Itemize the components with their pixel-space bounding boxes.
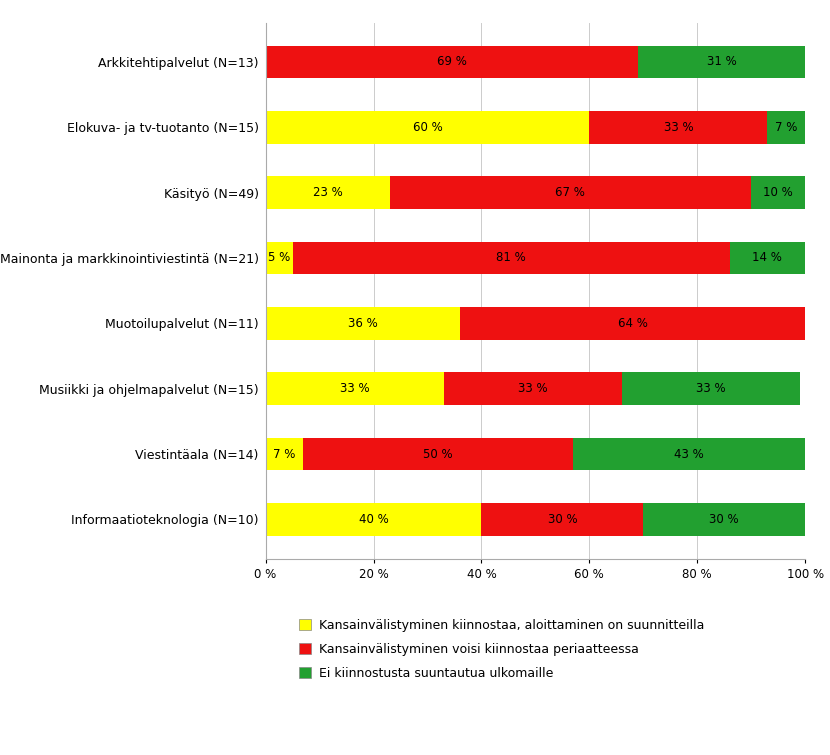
Text: 33 %: 33 % [339, 382, 369, 395]
Text: 33 %: 33 % [518, 382, 548, 395]
Bar [266, 372, 444, 405]
Bar [444, 372, 622, 405]
Bar [266, 176, 390, 209]
Bar [304, 438, 573, 470]
Text: 33 %: 33 % [663, 121, 693, 134]
Bar [574, 438, 805, 470]
Bar [643, 503, 805, 536]
Text: 64 %: 64 % [618, 317, 647, 330]
Bar [266, 307, 460, 340]
Bar [638, 45, 805, 79]
Text: 81 %: 81 % [496, 251, 526, 264]
Text: 30 %: 30 % [710, 513, 739, 526]
Bar [266, 45, 638, 79]
Bar [751, 176, 805, 209]
Bar [266, 438, 304, 470]
Text: 43 %: 43 % [674, 448, 704, 461]
Text: 23 %: 23 % [313, 186, 343, 199]
Bar [730, 242, 805, 274]
Text: 5 %: 5 % [268, 251, 290, 264]
Bar [768, 111, 805, 143]
Text: 36 %: 36 % [348, 317, 378, 330]
Bar [622, 372, 800, 405]
Bar [460, 307, 805, 340]
Legend: Kansainvälistyminen kiinnostaa, aloittaminen on suunnitteilla, Kansainvälistymin: Kansainvälistyminen kiinnostaa, aloittam… [299, 618, 704, 680]
Bar [266, 111, 589, 143]
Text: 7 %: 7 % [273, 448, 295, 461]
Text: 40 %: 40 % [359, 513, 388, 526]
Bar [266, 242, 293, 274]
Text: 50 %: 50 % [423, 448, 453, 461]
Bar [589, 111, 768, 143]
Bar [390, 176, 751, 209]
Text: 7 %: 7 % [775, 121, 798, 134]
Text: 69 %: 69 % [437, 55, 466, 69]
Text: 60 %: 60 % [413, 121, 442, 134]
Text: 67 %: 67 % [555, 186, 585, 199]
Text: 10 %: 10 % [764, 186, 793, 199]
Bar [266, 503, 481, 536]
Text: 14 %: 14 % [753, 251, 782, 264]
Text: 30 %: 30 % [548, 513, 577, 526]
Bar [293, 242, 730, 274]
Bar [481, 503, 643, 536]
Text: 33 %: 33 % [696, 382, 725, 395]
Text: 31 %: 31 % [706, 55, 736, 69]
